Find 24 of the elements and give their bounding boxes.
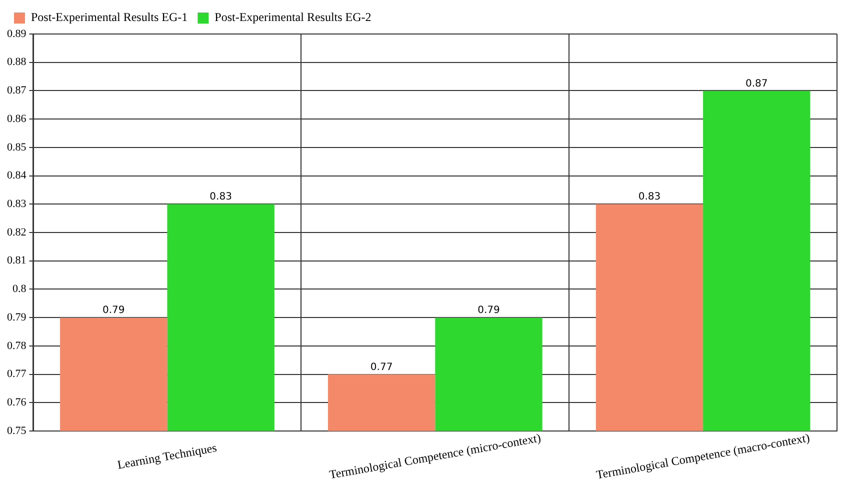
data-label: 0.83 <box>210 192 232 203</box>
y-tick-label: 0.78 <box>7 340 27 352</box>
legend-label: Post-Experimental Results EG-2 <box>214 10 372 24</box>
data-label: 0.79 <box>102 305 125 316</box>
y-tick-label: 0.79 <box>7 311 27 324</box>
y-tick-label: 0.82 <box>7 226 26 238</box>
y-tick-label: 0.8 <box>12 283 27 296</box>
y-tick-label: 0.81 <box>7 254 26 267</box>
y-tick-label: 0.85 <box>7 141 27 154</box>
y-tick-label: 0.83 <box>7 198 27 210</box>
x-tick-label: Learning Techniques <box>116 440 218 472</box>
data-label: 0.77 <box>370 362 393 373</box>
y-tick-label: 0.87 <box>7 84 27 97</box>
y-tick-label: 0.88 <box>7 56 27 68</box>
y-tick-label: 0.77 <box>7 368 27 380</box>
y-tick-label: 0.84 <box>7 170 27 182</box>
y-tick-label: 0.75 <box>7 424 27 437</box>
y-tick-label: 0.76 <box>7 396 27 409</box>
data-label: 0.83 <box>638 192 661 203</box>
legend-label: Post-Experimental Results EG-1 <box>31 10 188 24</box>
y-tick-label: 0.86 <box>7 112 27 125</box>
data-label: 0.87 <box>745 78 768 90</box>
y-tick-label: 0.89 <box>7 28 27 40</box>
data-label: 0.79 <box>478 305 500 316</box>
